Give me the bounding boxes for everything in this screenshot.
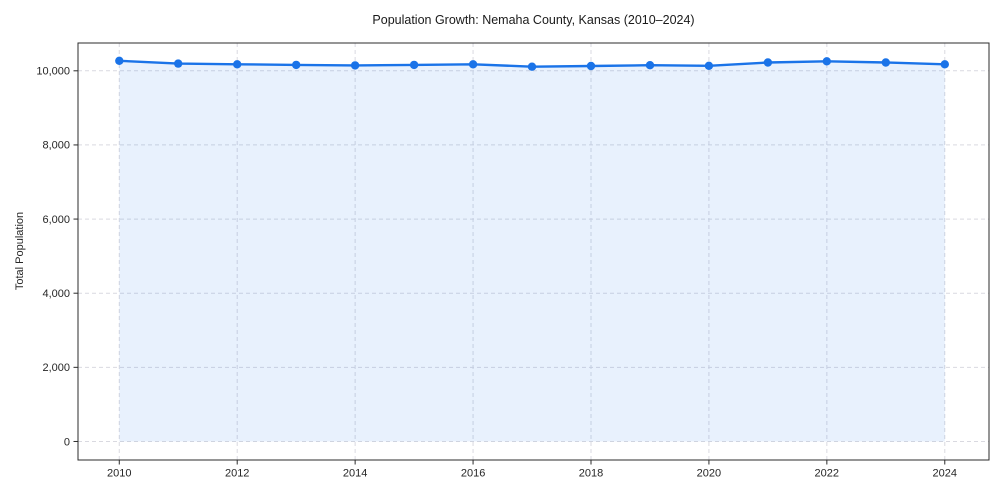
data-point-2013 xyxy=(292,60,301,70)
x-tick-label: 2018 xyxy=(579,468,603,480)
x-tick-label: 2014 xyxy=(343,468,367,480)
x-tick-label: 2022 xyxy=(815,468,839,480)
data-point-2018 xyxy=(586,61,596,71)
data-point-2020 xyxy=(704,61,714,70)
y-tick-label: 8,000 xyxy=(42,140,70,152)
data-point-2021 xyxy=(763,58,773,67)
data-point-2016 xyxy=(468,60,478,69)
y-tick-label: 2,000 xyxy=(42,362,70,374)
y-tick-label: 10,000 xyxy=(36,66,70,78)
data-point-2019 xyxy=(645,60,655,70)
y-tick-label: 4,000 xyxy=(42,288,70,300)
data-point-2017 xyxy=(527,62,537,71)
data-point-2024 xyxy=(940,60,949,69)
y-tick-label: 0 xyxy=(64,436,70,448)
area-fill xyxy=(119,60,945,442)
x-tick-label: 2016 xyxy=(461,468,485,480)
y-tick-label: 6,000 xyxy=(42,214,70,226)
x-tick-label: 2010 xyxy=(107,468,131,480)
data-point-2010 xyxy=(115,56,124,65)
x-tick-label: 2012 xyxy=(225,468,249,480)
data-point-2015 xyxy=(409,60,419,70)
y-axis-label: Total Population xyxy=(14,211,26,291)
data-point-2012 xyxy=(233,60,242,69)
plot-border xyxy=(77,42,990,461)
data-point-2014 xyxy=(350,61,360,70)
x-tick-label: 2020 xyxy=(697,468,721,480)
data-point-2011 xyxy=(174,59,183,68)
data-point-2023 xyxy=(881,58,890,67)
data-point-2022 xyxy=(822,57,831,66)
chart-title: Population Growth: Nemaha County, Kansas… xyxy=(372,13,695,27)
x-tick-label: 2024 xyxy=(933,468,957,480)
